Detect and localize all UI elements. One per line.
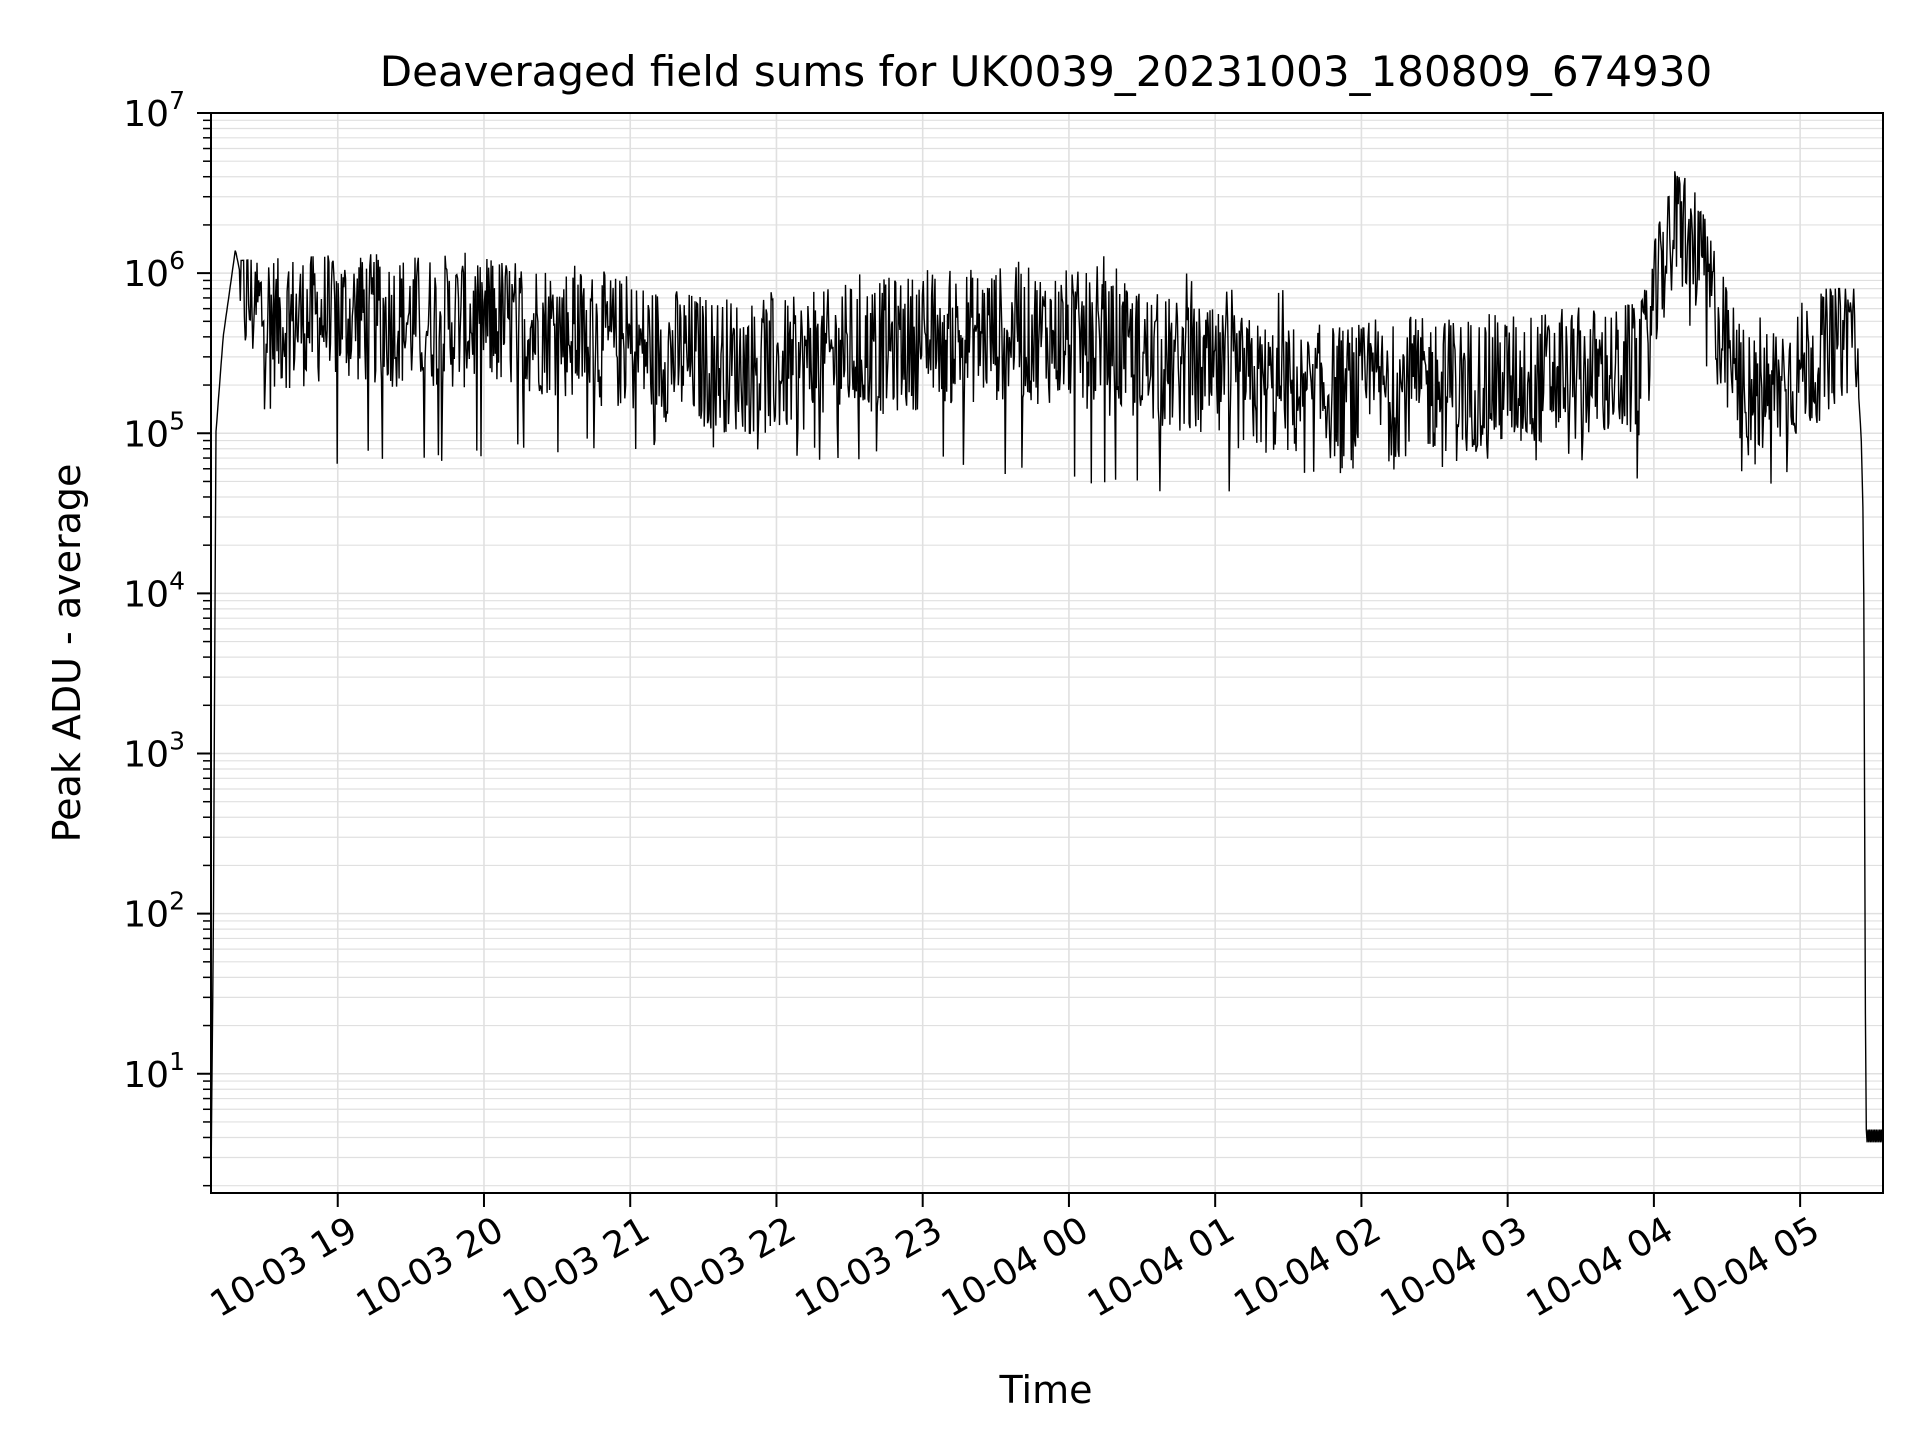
y-tick-label: 102 — [123, 887, 185, 936]
y-axis-label: Peak ADU - average — [45, 464, 89, 843]
y-axis: 101 102 103 104 105 106 107 — [123, 86, 211, 1187]
x-axis-label: Time — [999, 1368, 1093, 1412]
x-tick-label: 10-04 00 — [935, 1209, 1096, 1325]
x-tick-label: 10-03 20 — [350, 1209, 511, 1325]
x-tick-label: 10-03 19 — [204, 1209, 365, 1325]
y-tick-label: 101 — [123, 1047, 185, 1096]
data-line — [210, 171, 1884, 1186]
x-tick-label: 10-03 21 — [496, 1209, 657, 1325]
x-tick-label: 10-03 23 — [789, 1209, 950, 1325]
x-tick-label: 10-04 01 — [1081, 1209, 1242, 1325]
x-tick-label: 10-04 02 — [1227, 1209, 1388, 1325]
x-tick-label: 10-03 22 — [642, 1209, 803, 1325]
chart-title: Deaveraged field sums for UK0039_2023100… — [380, 47, 1712, 96]
y-tick-label: 104 — [123, 566, 185, 615]
y-tick-label: 107 — [123, 86, 185, 135]
y-tick-label: 106 — [123, 246, 185, 295]
y-tick-label: 103 — [123, 727, 185, 776]
plot-frame — [210, 112, 1884, 1194]
x-tick-label: 10-04 03 — [1373, 1209, 1534, 1325]
y-tick-label: 105 — [123, 406, 185, 455]
x-tick-label: 10-04 04 — [1520, 1209, 1681, 1325]
x-tick-label: 10-04 05 — [1666, 1209, 1827, 1325]
